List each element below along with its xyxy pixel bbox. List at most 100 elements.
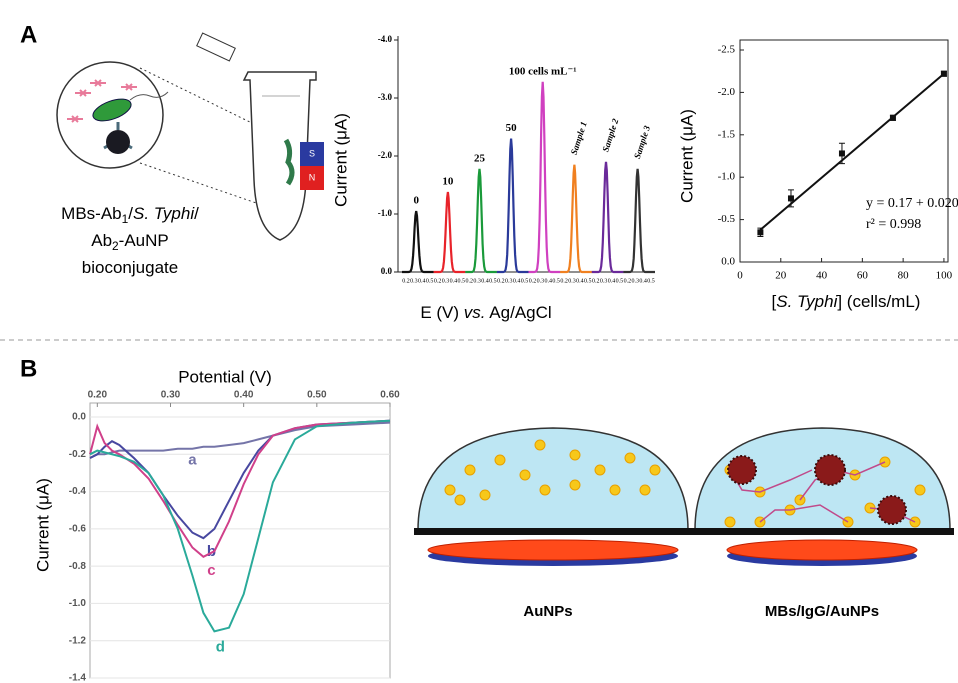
- peak-label: 100 cells mL⁻¹: [509, 65, 577, 77]
- text-part: S. Typhi: [133, 204, 195, 223]
- peak: [528, 81, 561, 274]
- y-tick-label: -1.0: [69, 598, 87, 609]
- magnet-label: N: [309, 172, 316, 182]
- point: [838, 150, 845, 157]
- y-tick-label: -0.6: [69, 523, 87, 534]
- peak: [623, 168, 655, 274]
- peak-label: 0: [413, 195, 419, 207]
- x-tick-label: 0.30: [161, 390, 181, 401]
- zoom-line: [139, 162, 263, 206]
- x-tick-label: 0.3: [631, 278, 639, 284]
- point: [940, 70, 947, 77]
- text-part: MBs-Ab: [61, 204, 121, 223]
- text-part: [: [772, 292, 777, 311]
- y-tick-label: -0.2: [69, 449, 87, 460]
- flagellum: [129, 91, 169, 101]
- text-part: 1: [122, 212, 129, 226]
- x-tick-label: 0.5: [426, 278, 434, 284]
- scheme-label: MBs/IgG/AuNPs: [765, 603, 879, 620]
- x-axis-label: [S. Typhi] (cells/mL): [772, 292, 921, 311]
- y-tick-label: -0.4: [69, 486, 87, 497]
- point: [787, 195, 794, 202]
- surface: [414, 528, 692, 535]
- y-tick-label: -0.5: [718, 213, 736, 225]
- plot-frame: [739, 39, 949, 263]
- y-tick-label: -2.0: [378, 150, 393, 160]
- peak: [560, 164, 592, 274]
- x-tick-label: 0.5: [489, 278, 497, 284]
- x-tick-label: 20: [775, 270, 787, 282]
- series-label: a: [188, 452, 197, 469]
- caption: bioconjugate: [82, 258, 178, 277]
- x-tick-label: 0.40: [234, 390, 254, 401]
- y-tick-label: -1.0: [718, 171, 736, 183]
- y-tick-label: -1.0: [378, 208, 393, 218]
- point: [889, 114, 896, 121]
- tube-lid: [196, 32, 236, 62]
- magnet-label: S: [309, 148, 315, 158]
- y-tick-label: -1.4: [69, 673, 87, 683]
- x-tick-label: 0.60: [380, 390, 400, 401]
- peak-label: 25: [474, 152, 486, 164]
- x-tick-label: 0.20: [88, 390, 108, 401]
- x-tick-label: 0.3: [505, 278, 513, 284]
- text-part: vs.: [464, 303, 486, 322]
- y-tick-label: -1.5: [718, 128, 736, 140]
- annotation: y = 0.17 + 0.020 x: [866, 196, 958, 211]
- text-part: E (V): [420, 303, 463, 322]
- y-axis-label: Current (μA): [33, 478, 52, 572]
- x-tick-label: 0.3: [442, 278, 450, 284]
- series-label: d: [216, 638, 225, 655]
- x-tick-label: 0.4: [608, 278, 616, 284]
- x-tick-label: 0.50: [307, 390, 327, 401]
- y-axis-label: Current (μA): [331, 113, 350, 207]
- peak-label: 10: [442, 175, 454, 187]
- x-tick-label: 0.4: [450, 278, 458, 284]
- series-label: c: [207, 562, 215, 579]
- y-tick-label: 0.0: [72, 412, 86, 423]
- x-tick-label: 100: [936, 270, 953, 282]
- y-tick-label: 0.0: [721, 256, 735, 268]
- x-tick-label: 0.5: [458, 278, 466, 284]
- peak: [402, 210, 434, 274]
- peak-label: 50: [506, 122, 518, 134]
- annotation: r² = 0.998: [866, 217, 921, 232]
- antibodies: [67, 79, 137, 123]
- magnetic-beads: [727, 454, 907, 525]
- electrode: [726, 539, 918, 561]
- y-tick-label: -1.2: [69, 635, 87, 646]
- droplet: [417, 427, 689, 531]
- y-tick-label: -2.5: [718, 44, 736, 56]
- y-tick-label: 0.0: [381, 266, 393, 276]
- text-part: Ag/AgCl: [486, 303, 552, 322]
- y-axis-label: Current (μA): [677, 109, 696, 203]
- x-tick-label: 0.2: [402, 278, 410, 284]
- x-tick-label: 0.2: [497, 278, 505, 284]
- peak: [433, 191, 466, 274]
- x-tick-label: 0.4: [418, 278, 426, 284]
- x-tick-label: 0.2: [560, 278, 568, 284]
- text-part: bioconjugate: [82, 258, 178, 277]
- panel-label: B: [20, 355, 37, 382]
- caption: MBs-Ab1/S. Typhi/: [61, 204, 199, 226]
- x-tick-label: 0.2: [592, 278, 600, 284]
- x-tick-label: 0.4: [576, 278, 584, 284]
- caption: Ab2-AuNP: [91, 231, 169, 253]
- y-tick-label: -0.8: [69, 561, 87, 572]
- x-tick-label: 40: [816, 270, 828, 282]
- series-line: [89, 419, 391, 558]
- x-tick-label: 0.2: [465, 278, 473, 284]
- magnetic-bead: [106, 130, 130, 154]
- scheme-label: AuNPs: [523, 603, 572, 620]
- text-part: S. Typhi: [776, 292, 838, 311]
- text-part: 2: [112, 239, 119, 253]
- text-part: -AuNP: [119, 231, 169, 250]
- x-tick-label: 0.4: [545, 278, 553, 284]
- peak: [465, 168, 497, 274]
- magnet-s: [300, 142, 324, 166]
- x-tick-label: 0.5: [552, 278, 560, 284]
- illustration-a: S N: [56, 32, 324, 241]
- x-tick-label: 0.5: [521, 278, 529, 284]
- point: [757, 229, 764, 236]
